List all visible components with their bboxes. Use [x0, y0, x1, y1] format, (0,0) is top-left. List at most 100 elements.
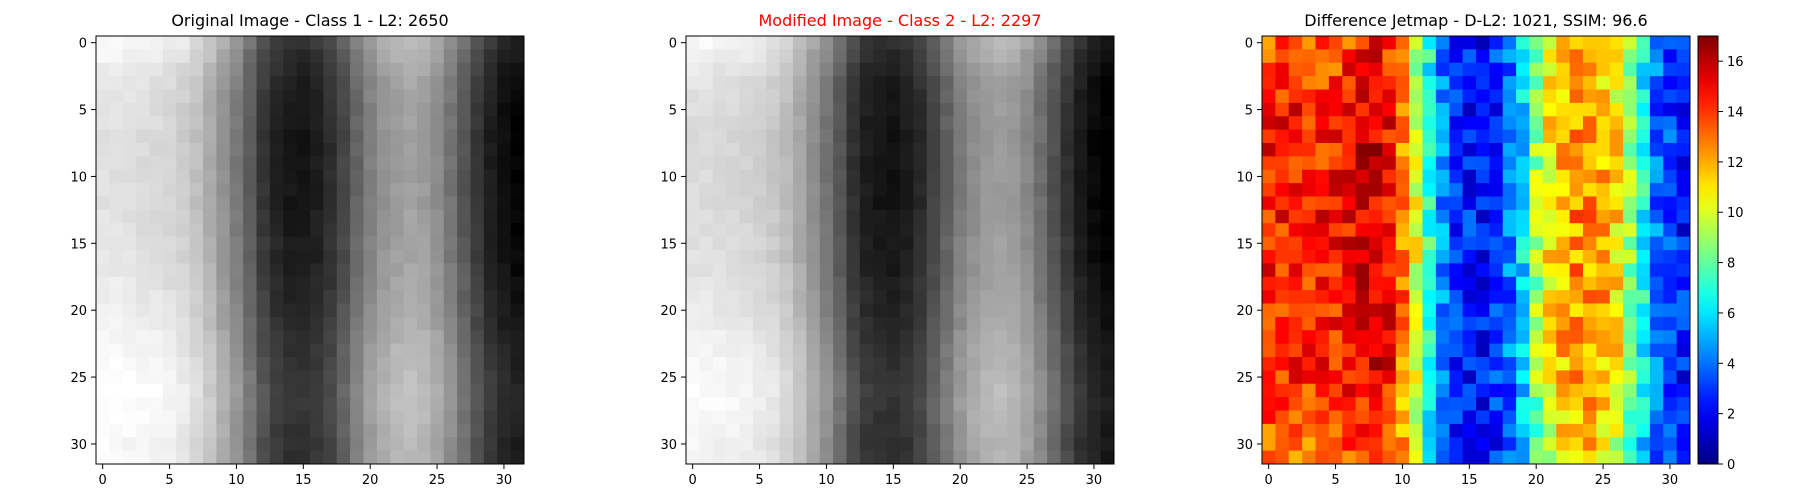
pixel-cell	[1275, 316, 1290, 331]
pixel-cell	[256, 209, 271, 224]
pixel-cell	[766, 183, 781, 197]
pixel-cell	[1502, 250, 1517, 264]
pixel-cell	[1288, 196, 1303, 211]
pixel-cell	[1489, 410, 1504, 425]
pixel-cell	[323, 330, 338, 345]
pixel-cell	[726, 76, 740, 90]
pixel-cell	[886, 450, 901, 465]
pixel-cell	[310, 357, 324, 371]
pixel-cell	[1087, 183, 1102, 197]
pixel-cell	[739, 343, 754, 358]
pixel-cell	[96, 290, 110, 304]
pixel-cell	[1087, 410, 1102, 425]
pixel-cell	[900, 223, 914, 238]
pixel-cell	[1315, 183, 1330, 197]
pixel-cell	[1355, 290, 1370, 304]
pixel-cell	[1529, 102, 1544, 117]
pixel-cell	[819, 357, 834, 371]
pixel-cell	[443, 290, 458, 304]
pixel-cell	[350, 316, 364, 331]
pixel-cell	[1073, 250, 1088, 264]
pixel-cell	[1422, 236, 1437, 251]
pixel-cell	[497, 437, 512, 452]
pixel-cell	[1262, 450, 1276, 465]
pixel-cell	[1663, 36, 1678, 50]
pixel-cell	[1409, 397, 1423, 411]
pixel-cell	[483, 397, 498, 411]
pixel-cell	[1569, 303, 1584, 318]
pixel-cell	[1569, 450, 1584, 465]
pixel-cell	[686, 423, 700, 438]
pixel-cell	[1328, 383, 1343, 398]
pixel-cell	[846, 290, 861, 304]
pixel-cell	[1516, 129, 1530, 144]
pixel-cell	[699, 49, 714, 64]
pixel-cell	[1596, 250, 1611, 264]
pixel-cell	[510, 303, 525, 318]
pixel-cell	[1382, 116, 1397, 131]
pixel-cell	[363, 209, 378, 224]
pixel-cell	[350, 102, 364, 117]
pixel-cell	[819, 343, 834, 358]
pixel-cell	[993, 169, 1008, 184]
pixel-cell	[1649, 250, 1664, 264]
pixel-cell	[926, 303, 941, 318]
pixel-cell	[726, 397, 740, 411]
pixel-cell	[256, 89, 271, 104]
pixel-cell	[953, 102, 968, 117]
pixel-cell	[806, 370, 821, 385]
pixel-cell	[966, 263, 981, 278]
pixel-cell	[470, 263, 485, 278]
pixel-cell	[1275, 250, 1290, 264]
pixel-cell	[1342, 303, 1357, 318]
pixel-cell	[1529, 223, 1544, 238]
pixel-cell	[940, 76, 954, 90]
pixel-cell	[1676, 223, 1691, 238]
pixel-cell	[1556, 343, 1571, 358]
pixel-cell	[993, 290, 1008, 304]
pixel-cell	[310, 397, 324, 411]
pixel-cell	[96, 49, 110, 64]
pixel-cell	[1676, 370, 1691, 385]
y-tick-label: 5	[1245, 104, 1253, 119]
pixel-cell	[1435, 116, 1450, 131]
pixel-cell	[1275, 196, 1290, 211]
pixel-cell	[1556, 330, 1571, 345]
pixel-cell	[793, 236, 807, 251]
pixel-cell	[1275, 437, 1290, 452]
pixel-cell	[203, 196, 217, 211]
pixel-cell	[1462, 49, 1477, 64]
pixel-cell	[203, 437, 217, 452]
pixel-cell	[766, 276, 781, 291]
pixel-cell	[109, 410, 124, 425]
pixel-cell	[136, 62, 150, 77]
pixel-cell	[203, 303, 217, 318]
pixel-cell	[1315, 450, 1330, 465]
pixel-cell	[1502, 383, 1517, 398]
pixel-cell	[1395, 330, 1410, 345]
pixel-cell	[833, 116, 847, 131]
pixel-cell	[1476, 76, 1490, 90]
pixel-cell	[470, 62, 485, 77]
pixel-cell	[859, 62, 874, 77]
pixel-cell	[859, 423, 874, 438]
pixel-cell	[216, 290, 231, 304]
pixel-cell	[1583, 169, 1597, 184]
pixel-cell	[1409, 410, 1423, 425]
pixel-cell	[1489, 183, 1504, 197]
pixel-cell	[1100, 156, 1115, 171]
pixel-cell	[323, 316, 338, 331]
pixel-cell	[940, 303, 954, 318]
pixel-cell	[483, 116, 498, 131]
pixel-cell	[1288, 383, 1303, 398]
pixel-cell	[457, 250, 471, 264]
pixel-cell	[1382, 62, 1397, 77]
pixel-cell	[443, 116, 458, 131]
pixel-cell	[966, 183, 981, 197]
pixel-cell	[926, 223, 941, 238]
pixel-cell	[1663, 196, 1678, 211]
pixel-cell	[1409, 196, 1423, 211]
pixel-cell	[1328, 102, 1343, 117]
pixel-cell	[980, 156, 995, 171]
pixel-cell	[296, 290, 311, 304]
